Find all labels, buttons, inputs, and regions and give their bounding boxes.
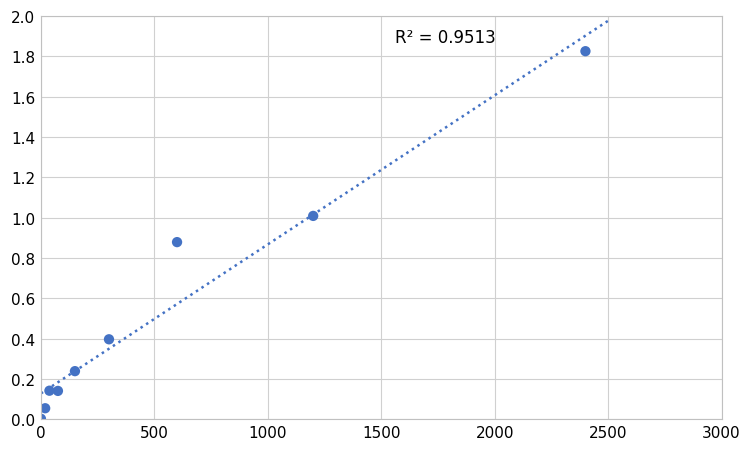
Point [171, 239, 183, 246]
Point [39, 405, 51, 412]
Text: R² = 0.9513: R² = 0.9513 [395, 29, 496, 47]
Point [69, 368, 81, 375]
Point [580, 48, 592, 55]
Point [35, 415, 47, 423]
Point [307, 213, 319, 220]
Point [44, 387, 56, 395]
Point [103, 336, 115, 343]
Point [52, 387, 64, 395]
